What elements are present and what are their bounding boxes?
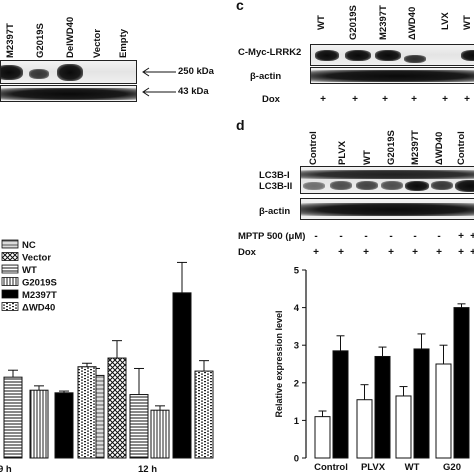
ytick-label-d: 4 bbox=[294, 303, 300, 314]
bar-d-Control-0 bbox=[314, 416, 331, 459]
bar-d-G20-1 bbox=[453, 307, 470, 459]
row-label-c-lrrk2: C-Myc-LRRK2 bbox=[238, 47, 302, 58]
panel-letter-d: d bbox=[236, 117, 245, 133]
band bbox=[404, 55, 426, 63]
dox-sign-d-3: + bbox=[388, 247, 394, 258]
legend-label-b-2: WT bbox=[22, 265, 37, 276]
row-label-c-actin: β-actin bbox=[250, 71, 282, 82]
dox-sign-c-0: + bbox=[320, 94, 326, 105]
band bbox=[455, 180, 474, 192]
ytick-label-d: 1 bbox=[294, 416, 300, 427]
bar-d-G20-0 bbox=[435, 363, 452, 459]
mptp-sign-d-3: - bbox=[389, 231, 393, 242]
mptp-sign-d-1: - bbox=[339, 231, 343, 242]
mptp-sign-d-6: + bbox=[458, 231, 464, 242]
band bbox=[405, 181, 429, 191]
band bbox=[57, 64, 83, 81]
mptp-sign-d-5: - bbox=[437, 231, 441, 242]
xtick-label-b-1: 12 h bbox=[138, 464, 157, 474]
blot-a-actin bbox=[0, 85, 137, 102]
row-label-d-lc3b-ii: LC3B-II bbox=[259, 181, 293, 192]
blot-c-lrrk2 bbox=[310, 44, 474, 66]
blot-d-actin bbox=[300, 198, 474, 220]
band bbox=[301, 203, 474, 216]
marker-250kda: 250 kDa bbox=[178, 66, 214, 77]
band bbox=[431, 181, 453, 190]
band bbox=[1, 65, 23, 80]
dox-sign-d-7: + bbox=[470, 247, 474, 258]
bar-d-WT-1 bbox=[413, 348, 430, 459]
band bbox=[330, 181, 352, 190]
dox-label-c: Dox bbox=[262, 94, 280, 105]
y-axis-label-d: Relative expression level bbox=[274, 310, 284, 417]
row-label-d-actin: β-actin bbox=[259, 206, 291, 217]
marker-43kda: 43 kDa bbox=[178, 86, 209, 97]
legend-label-b-4: M2397T bbox=[22, 290, 57, 301]
mptp-sign-d-7: + bbox=[470, 231, 474, 242]
band bbox=[381, 181, 403, 190]
xtick-label-d-3: G20 bbox=[443, 462, 461, 473]
row-label-d-lc3b-i: LC3B-I bbox=[259, 170, 290, 181]
dox-sign-d-0: + bbox=[313, 247, 319, 258]
dox-label-d: Dox bbox=[238, 247, 256, 258]
mptp-sign-d-4: - bbox=[413, 231, 417, 242]
band bbox=[311, 70, 474, 82]
xtick-label-d-2: WT bbox=[405, 462, 420, 473]
xtick-label-d-0: Control bbox=[314, 462, 348, 473]
dox-sign-c-1: + bbox=[352, 94, 358, 105]
blot-d-lc3b bbox=[300, 166, 474, 194]
band bbox=[356, 181, 378, 190]
dox-sign-d-6: + bbox=[458, 247, 464, 258]
bar-d-WT-0 bbox=[395, 395, 412, 459]
dox-sign-d-2: + bbox=[363, 247, 369, 258]
legend-label-b-5: ΔWD40 bbox=[22, 303, 55, 314]
band bbox=[345, 50, 371, 61]
band bbox=[375, 50, 401, 61]
bar-d-Control-1 bbox=[332, 350, 349, 459]
legend-swatch-b-4 bbox=[1, 289, 19, 299]
band bbox=[1, 88, 136, 100]
mptp-sign-d-2: - bbox=[364, 231, 368, 242]
ytick-label-d: 5 bbox=[294, 266, 300, 277]
marker-arrows-a bbox=[142, 67, 176, 97]
legend-label-b-1: Vector bbox=[22, 253, 51, 264]
ytick-label-d: 2 bbox=[294, 378, 299, 389]
mptp-label-d: MPTP 500 (μM) bbox=[238, 231, 306, 242]
legend-swatch-b-0 bbox=[1, 239, 19, 249]
dox-sign-d-1: + bbox=[338, 247, 344, 258]
legend-swatch-b-2 bbox=[1, 264, 19, 274]
bar-d-PLVX-0 bbox=[356, 399, 373, 459]
legend-swatch-b-1 bbox=[1, 252, 19, 261]
blot-c-actin bbox=[310, 67, 474, 84]
legend-swatch-b-5 bbox=[1, 302, 19, 311]
ytick-label-d: 0 bbox=[294, 454, 299, 465]
band bbox=[303, 182, 325, 190]
blot-a-lrrk2 bbox=[0, 60, 137, 84]
xtick-label-d-1: PLVX bbox=[361, 462, 386, 473]
ytick-label-d: 3 bbox=[294, 341, 299, 352]
panel-letter-c: c bbox=[236, 0, 244, 13]
dox-sign-c-2: + bbox=[382, 94, 388, 105]
legend-swatch-b-3 bbox=[1, 277, 19, 286]
dox-sign-c-4: + bbox=[442, 94, 448, 105]
band bbox=[461, 50, 474, 61]
dox-sign-c-5: + bbox=[464, 94, 470, 105]
legend-label-b-0: NC bbox=[22, 240, 36, 251]
bar-d-PLVX-1 bbox=[374, 355, 391, 459]
mptp-sign-d-0: - bbox=[314, 231, 318, 242]
dox-sign-d-4: + bbox=[412, 247, 418, 258]
band bbox=[301, 170, 474, 179]
xtick-label-b-0: 9 h bbox=[0, 464, 12, 474]
band bbox=[29, 69, 49, 79]
dox-sign-c-3: + bbox=[411, 94, 417, 105]
dox-sign-d-5: + bbox=[436, 247, 442, 258]
band bbox=[315, 50, 339, 61]
legend-label-b-3: G2019S bbox=[22, 278, 57, 289]
